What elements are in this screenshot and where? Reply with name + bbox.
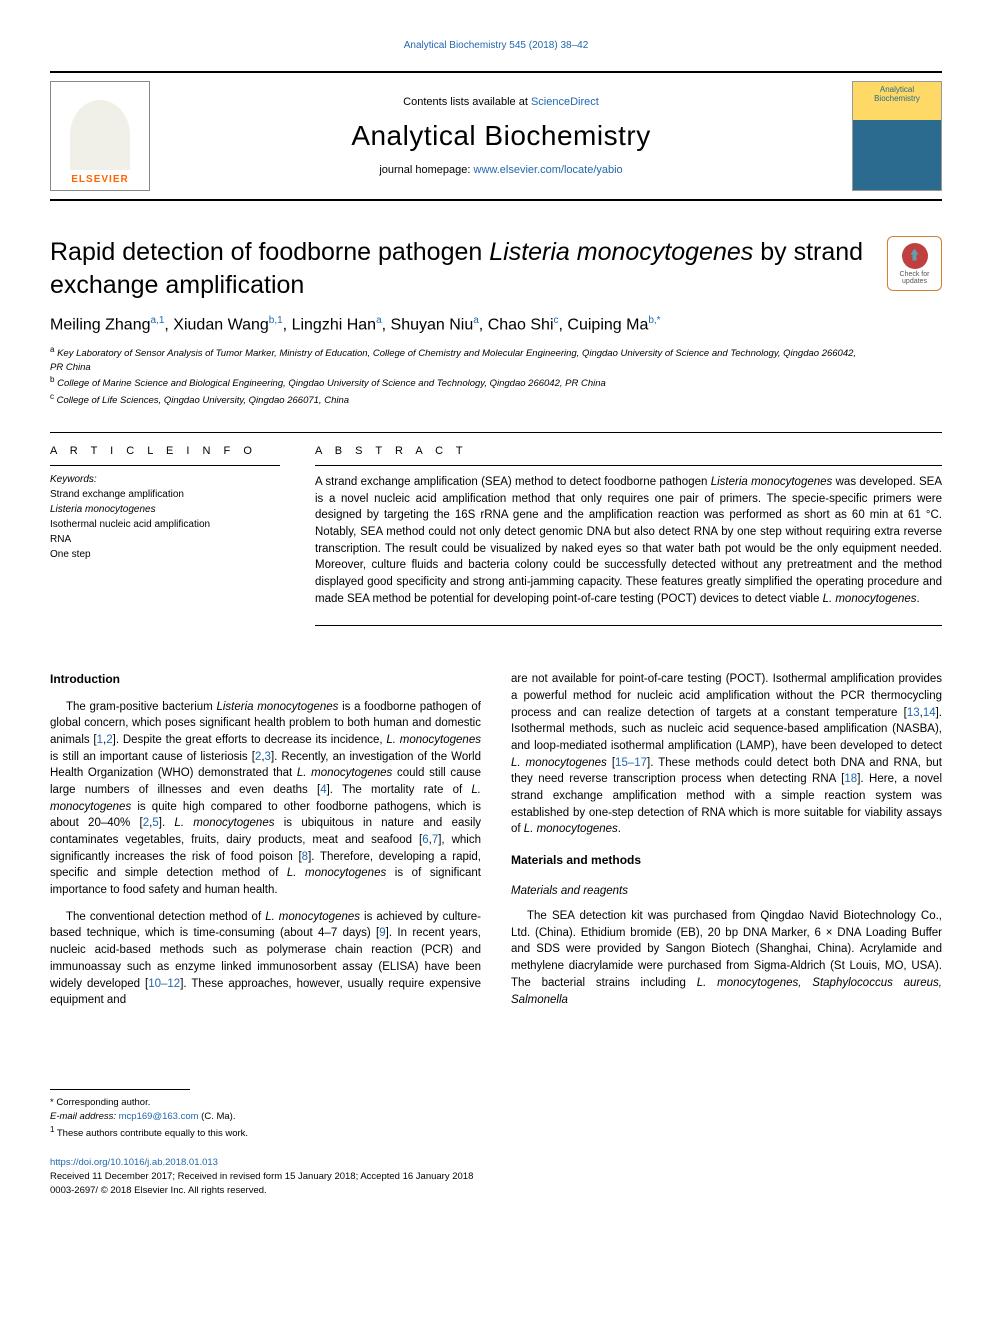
column-right: are not available for point-of-care test… (511, 671, 942, 1018)
keywords-label: Keywords: (50, 474, 280, 485)
received-line: Received 11 December 2017; Received in r… (50, 1170, 942, 1184)
article-info-header: A R T I C L E I N F O (50, 445, 280, 457)
footnotes: * Corresponding author. E-mail address: … (50, 1096, 942, 1142)
homepage-line: journal homepage: www.elsevier.com/locat… (170, 164, 832, 176)
check-for-updates-badge[interactable]: Check for updates (887, 236, 942, 291)
homepage-link[interactable]: www.elsevier.com/locate/yabio (474, 164, 623, 176)
contents-line: Contents lists available at ScienceDirec… (170, 96, 832, 108)
keyword: Listeria monocytogenes (50, 502, 280, 517)
abstract-panel: A B S T R A C T A strand exchange amplif… (315, 433, 942, 626)
intro-para-2: The conventional detection method of L. … (50, 909, 481, 1009)
journal-cover-thumbnail: Analytical Biochemistry (852, 81, 942, 191)
keywords-list: Strand exchange amplification Listeria m… (50, 487, 280, 562)
doi-block: https://doi.org/10.1016/j.ab.2018.01.013… (50, 1156, 942, 1199)
affiliation-a: a Key Laboratory of Sensor Analysis of T… (50, 344, 867, 374)
keyword: One step (50, 547, 280, 562)
elsevier-label: ELSEVIER (71, 174, 128, 185)
column-left: Introduction The gram-positive bacterium… (50, 671, 481, 1018)
materials-para: The SEA detection kit was purchased from… (511, 908, 942, 1008)
check-updates-label: Check for updates (888, 271, 941, 285)
intro-para-1: The gram-positive bacterium Listeria mon… (50, 699, 481, 899)
contents-prefix: Contents lists available at (403, 96, 531, 108)
homepage-prefix: journal homepage: (379, 164, 473, 176)
article-info-panel: A R T I C L E I N F O Keywords: Strand e… (50, 433, 280, 626)
keyword: Isothermal nucleic acid amplification (50, 517, 280, 532)
title-species: Listeria monocytogenes (489, 238, 753, 266)
keyword: RNA (50, 532, 280, 547)
body-columns: Introduction The gram-positive bacterium… (50, 671, 942, 1018)
elsevier-logo: ELSEVIER (50, 81, 150, 191)
email-line: E-mail address: mcp169@163.com (C. Ma). (50, 1110, 942, 1124)
authors-line: Meiling Zhanga,1, Xiudan Wangb,1, Lingzh… (50, 315, 867, 334)
title-pre: Rapid detection of foodborne pathogen (50, 238, 489, 266)
check-updates-icon (902, 243, 928, 269)
introduction-heading: Introduction (50, 671, 481, 688)
issn-line: 0003-2697/ © 2018 Elsevier Inc. All righ… (50, 1184, 942, 1198)
corresponding-author-note: * Corresponding author. (50, 1096, 942, 1110)
affiliations: a Key Laboratory of Sensor Analysis of T… (50, 344, 867, 407)
elsevier-tree-icon (70, 100, 130, 170)
affiliation-b: b College of Marine Science and Biologic… (50, 374, 867, 390)
running-header: Analytical Biochemistry 545 (2018) 38–42 (50, 40, 942, 51)
materials-methods-heading: Materials and methods (511, 852, 942, 869)
col2-para-1: are not available for point-of-care test… (511, 671, 942, 838)
journal-name: Analytical Biochemistry (170, 120, 832, 152)
abstract-text: A strand exchange amplification (SEA) me… (315, 474, 942, 607)
sciencedirect-link[interactable]: ScienceDirect (531, 96, 599, 108)
keyword: Strand exchange amplification (50, 487, 280, 502)
corresponding-email-link[interactable]: mcp169@163.com (119, 1111, 199, 1122)
doi-link[interactable]: https://doi.org/10.1016/j.ab.2018.01.013 (50, 1157, 218, 1168)
footnote-separator (50, 1089, 190, 1090)
article-title: Rapid detection of foodborne pathogen Li… (50, 236, 867, 301)
affiliation-c: c College of Life Sciences, Qingdao Univ… (50, 391, 867, 407)
abstract-header: A B S T R A C T (315, 445, 942, 457)
materials-reagents-subheading: Materials and reagents (511, 883, 942, 900)
masthead: ELSEVIER Contents lists available at Sci… (50, 71, 942, 201)
equal-contribution-note: 1 These authors contribute equally to th… (50, 1124, 942, 1141)
